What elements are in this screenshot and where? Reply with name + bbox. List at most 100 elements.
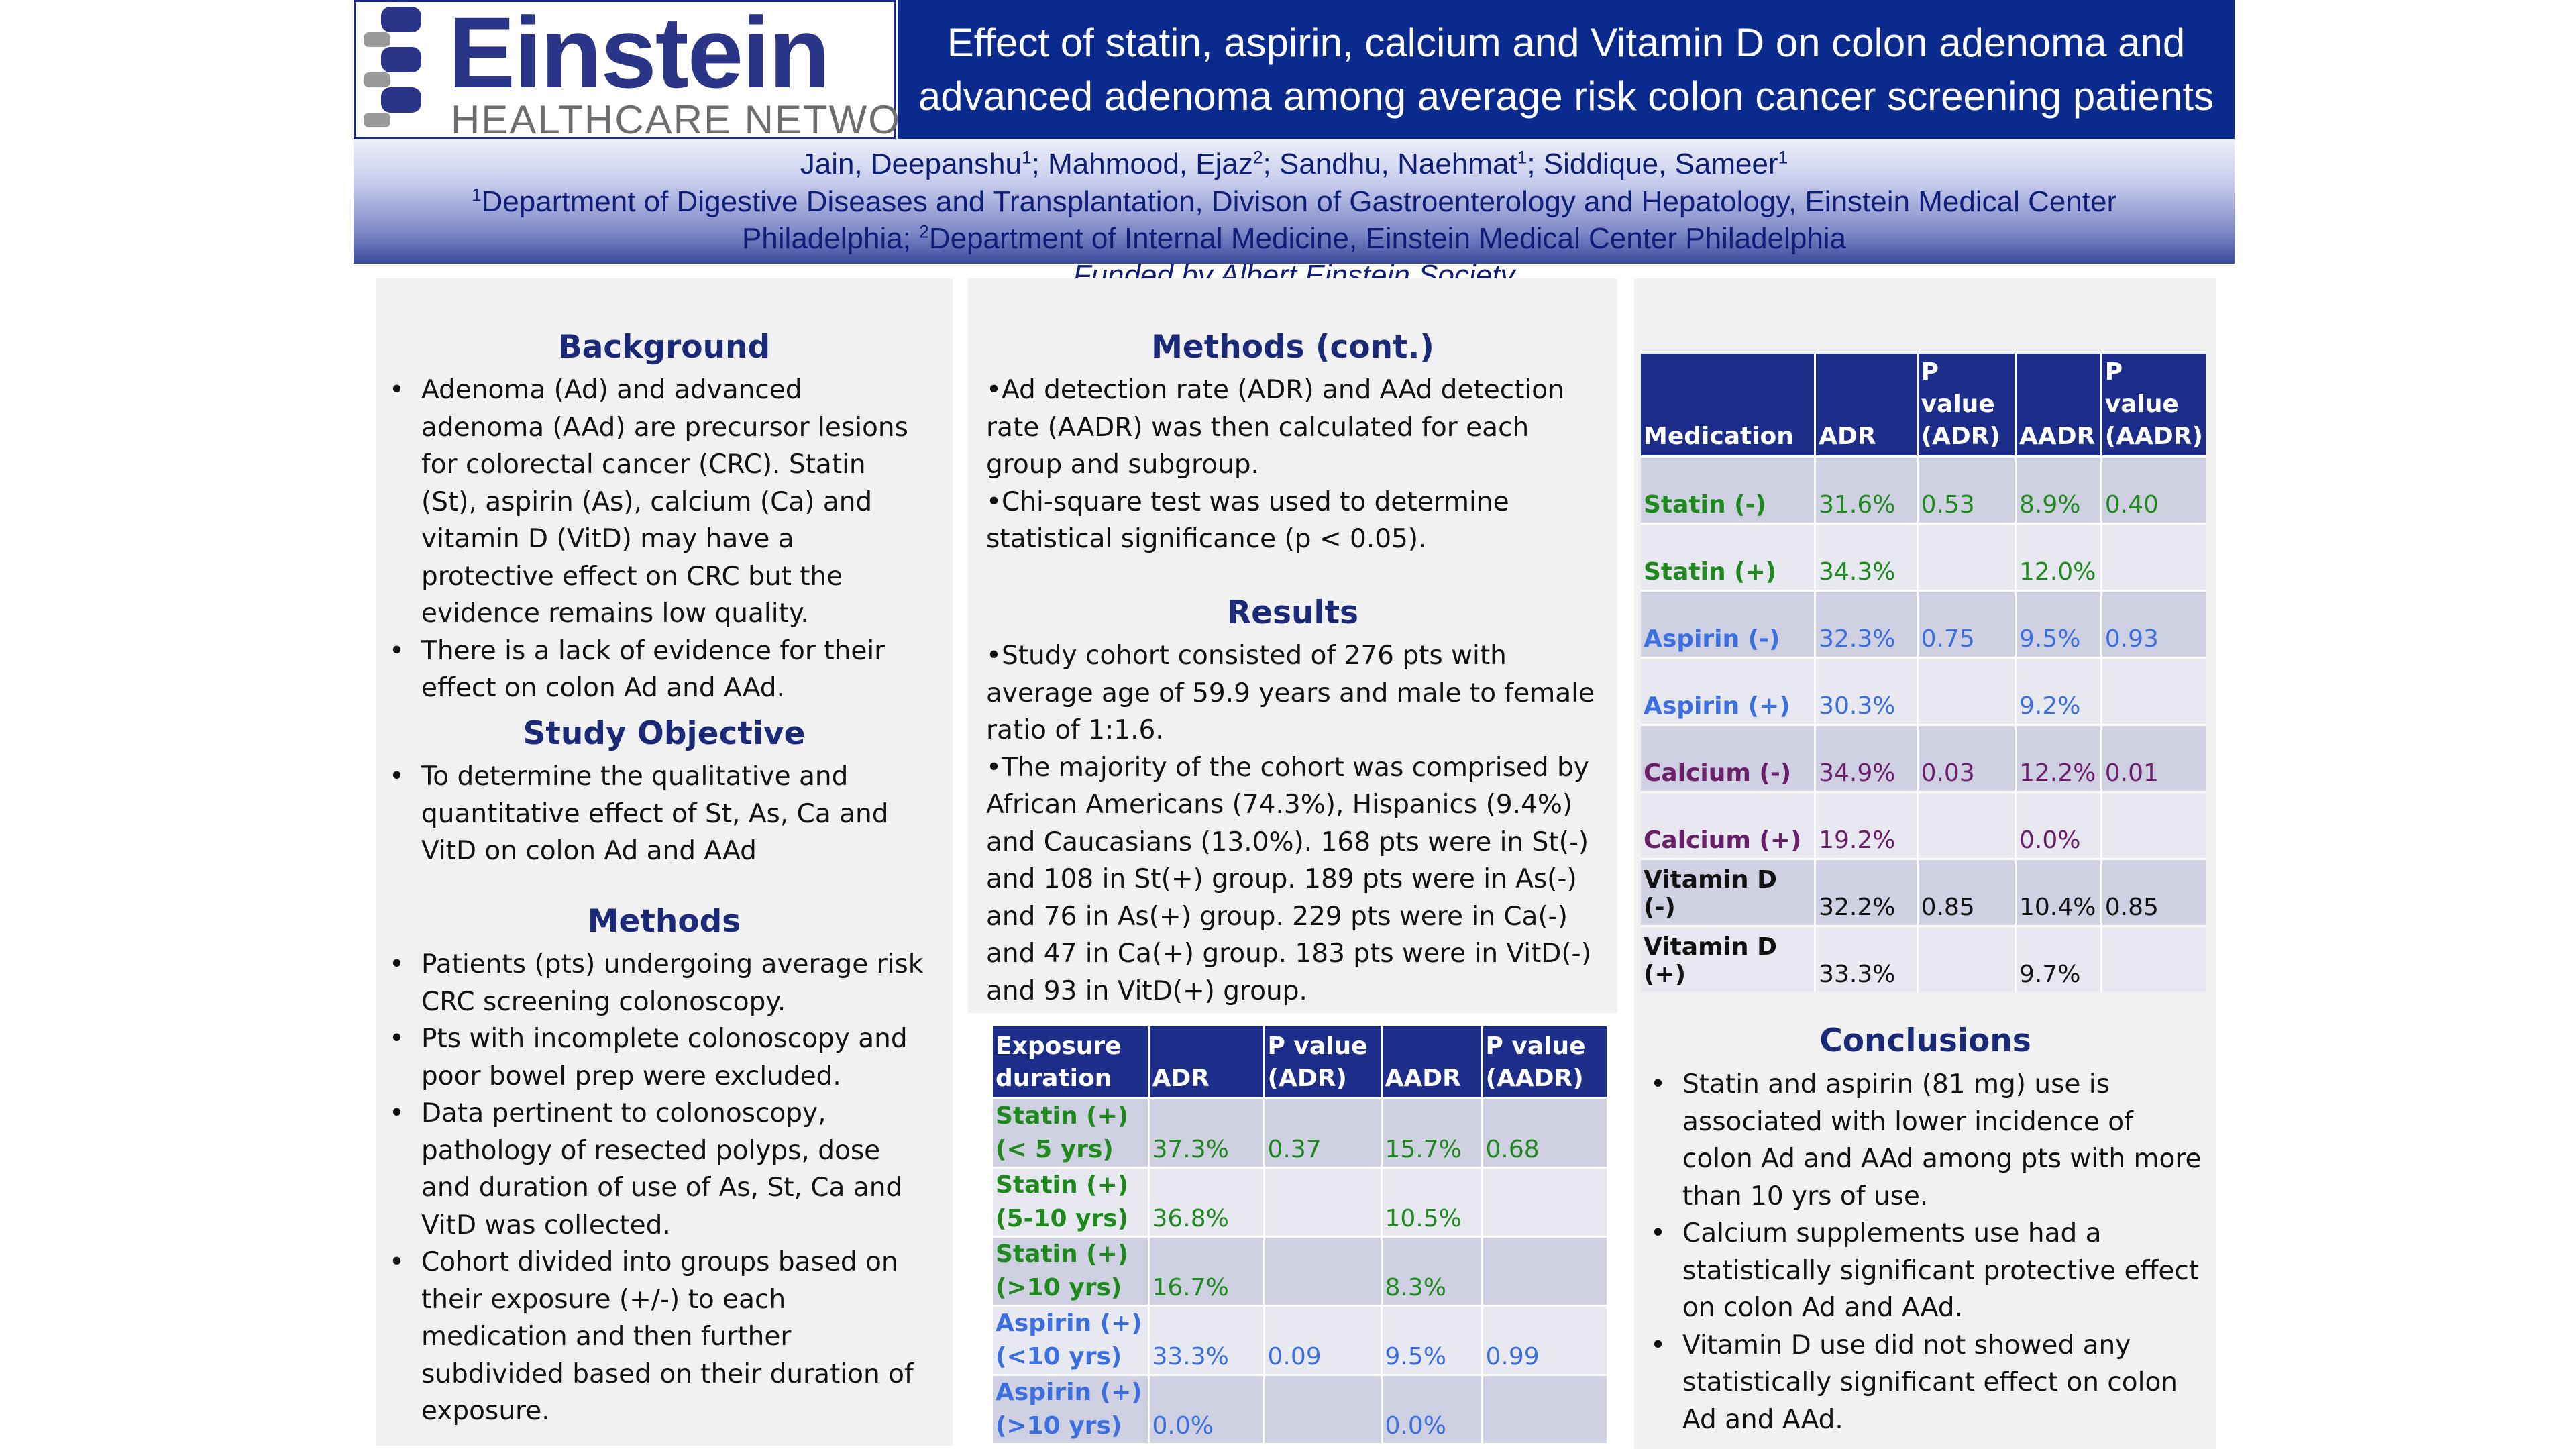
poster-title: Effect of statin, aspirin, calcium and V… — [918, 19, 2214, 119]
table-row: Statin (+)(< 5 yrs) 37.3% 0.37 15.7% 0.68 — [993, 1097, 1607, 1168]
table-row: Calcium (-) 34.9% 0.03 12.2% 0.01 — [1641, 724, 2206, 792]
results-item: •Study cohort consisted of 276 pts with … — [986, 641, 1595, 745]
row-label-cell: Statin (+)(5-10 yrs) — [993, 1167, 1148, 1237]
background-section: Adenoma (Ad) and advanced adenoma (AAd) … — [389, 372, 926, 707]
table-cell: 9.2% — [2014, 657, 2102, 725]
table-cell: 36.8% — [1147, 1167, 1264, 1237]
table-cell — [2100, 523, 2206, 591]
row-label-cell: Statin (+)(< 5 yrs) — [993, 1097, 1148, 1168]
table-cell: 0.0% — [1380, 1374, 1482, 1443]
conclusions-heading: Conclusions — [1819, 1022, 2031, 1059]
table-cell — [1916, 791, 2016, 859]
table-cell: 33.3% — [1147, 1305, 1264, 1375]
methods-cont-item: •Ad detection rate (ADR) and AAd detecti… — [986, 375, 1564, 480]
results-heading: Results — [1226, 594, 1359, 631]
table-cell — [2100, 925, 2206, 992]
table-header-row: Medication ADR P value (ADR) AADR P valu… — [1641, 354, 2206, 457]
author: Sandhu, Naehmat — [1279, 148, 1517, 180]
methods-bullet: Data pertinent to colonoscopy, pathology… — [389, 1095, 926, 1244]
table-cell: 10.5% — [1380, 1167, 1482, 1237]
table-cell: 0.75 — [1916, 590, 2016, 658]
objective-section: To determine the qualitative and quantit… — [389, 758, 926, 870]
table-cell: 9.5% — [1380, 1305, 1482, 1375]
table-cell: 0.68 — [1481, 1097, 1607, 1168]
table-cell — [2100, 657, 2206, 725]
author: Jain, Deepanshu — [800, 148, 1022, 180]
table-cell: 15.7% — [1380, 1097, 1482, 1168]
table-row: Aspirin (+)(>10 yrs) 0.0% 0.0% — [993, 1374, 1607, 1443]
row-label-cell: Aspirin (-) — [1641, 590, 1815, 658]
table-row: Aspirin (-) 32.3% 0.75 9.5% 0.93 — [1641, 590, 2206, 658]
table-cell: 0.0% — [2014, 791, 2102, 859]
table-cell — [2100, 791, 2206, 859]
table-cell: 33.3% — [1814, 925, 1918, 992]
exposure-duration-table: Exposure duration ADR P value (ADR) AADR… — [993, 1026, 1607, 1443]
column-header: AADR — [1380, 1026, 1482, 1099]
table-cell: 12.2% — [2014, 724, 2102, 792]
author: Mahmood, Ejaz — [1048, 148, 1253, 180]
table-cell: 37.3% — [1147, 1097, 1264, 1168]
background-bullet: Adenoma (Ad) and advanced adenoma (AAd) … — [389, 372, 926, 633]
logo-subtitle: HEALTHCARE NETWORK — [451, 97, 960, 142]
table-cell: 0.0% — [1147, 1374, 1264, 1443]
column-header: P value (AADR) — [2100, 354, 2206, 457]
background-heading: Background — [557, 329, 771, 366]
conclusion-bullet: Statin and aspirin (81 mg) use is associ… — [1650, 1066, 2207, 1215]
table-cell — [1916, 657, 2016, 725]
authors-band — [354, 139, 2235, 264]
table-row: Vitamin D (-) 32.2% 0.85 10.4% 0.85 — [1641, 858, 2206, 926]
conclusion-bullet: Vitamin D use did not showed any statist… — [1650, 1327, 2207, 1439]
table-cell: 8.9% — [2014, 455, 2102, 524]
conclusion-bullet: Calcium supplements use had a statistica… — [1650, 1215, 2207, 1327]
column-header: P value (ADR) — [1916, 354, 2016, 457]
table-row: Vitamin D (+) 33.3% 9.7% — [1641, 925, 2206, 992]
table-row: Aspirin (+) 30.3% 9.2% — [1641, 657, 2206, 725]
table-cell — [1916, 523, 2016, 591]
affiliation-line-1: 1Department of Digestive Diseases and Tr… — [471, 184, 2117, 218]
table-cell: 0.93 — [2100, 590, 2206, 658]
table-cell — [1263, 1236, 1381, 1306]
methods-cont-section: •Ad detection rate (ADR) and AAd detecti… — [986, 372, 1610, 558]
column-header: ADR — [1147, 1026, 1264, 1099]
results-section: •Study cohort consisted of 276 pts with … — [986, 637, 1610, 1010]
middle-column-panel — [968, 278, 1617, 1013]
objective-bullet: To determine the qualitative and quantit… — [389, 758, 926, 870]
table-cell: 19.2% — [1814, 791, 1918, 859]
table-cell: 8.3% — [1380, 1236, 1482, 1306]
table-cell — [1263, 1167, 1381, 1237]
logo-box — [354, 0, 896, 139]
row-label-cell: Calcium (+) — [1641, 791, 1815, 859]
methods-cont-item: •Chi-square test was used to determine s… — [986, 486, 1509, 555]
methods-bullet: Cohort divided into groups based on thei… — [389, 1244, 926, 1430]
row-label-cell: Statin (+) — [1641, 523, 1815, 591]
objective-heading: Study Objective — [523, 715, 806, 752]
table-cell: 30.3% — [1814, 657, 1918, 725]
column-header: Exposure duration — [993, 1026, 1148, 1099]
row-label-cell: Aspirin (+)(>10 yrs) — [993, 1374, 1148, 1443]
table-header-row: Exposure duration ADR P value (ADR) AADR… — [993, 1026, 1607, 1099]
table-cell: 31.6% — [1814, 455, 1918, 524]
row-label-cell: Aspirin (+) — [1641, 657, 1815, 725]
column-header: P value (ADR) — [1263, 1026, 1381, 1099]
table-row: Statin (-) 31.6% 0.53 8.9% 0.40 — [1641, 455, 2206, 524]
row-label-cell: Statin (-) — [1641, 455, 1815, 524]
row-label-cell: Vitamin D (+) — [1641, 925, 1815, 992]
medication-table: Medication ADR P value (ADR) AADR P valu… — [1641, 354, 2206, 992]
row-label-cell: Vitamin D (-) — [1641, 858, 1815, 926]
table-cell: 0.03 — [1916, 724, 2016, 792]
table-row: Statin (+)(5-10 yrs) 36.8% 10.5% — [993, 1167, 1607, 1237]
table-row: Calcium (+) 19.2% 0.0% — [1641, 791, 2206, 859]
table-cell: 9.7% — [2014, 925, 2102, 992]
table-row: Statin (+) 34.3% 12.0% — [1641, 523, 2206, 591]
methods-cont-heading: Methods (cont.) — [1151, 329, 1434, 366]
table-cell: 12.0% — [2014, 523, 2102, 591]
methods-heading: Methods — [587, 903, 741, 940]
table-cell — [1481, 1236, 1607, 1306]
background-bullet: There is a lack of evidence for their ef… — [389, 633, 926, 707]
methods-section: Patients (pts) undergoing average risk C… — [389, 946, 926, 1430]
table-cell: 0.09 — [1263, 1305, 1381, 1375]
table-cell: 32.3% — [1814, 590, 1918, 658]
table-cell — [1481, 1167, 1607, 1237]
table-cell: 0.99 — [1481, 1305, 1607, 1375]
conclusions-section: Statin and aspirin (81 mg) use is associ… — [1650, 1066, 2207, 1438]
